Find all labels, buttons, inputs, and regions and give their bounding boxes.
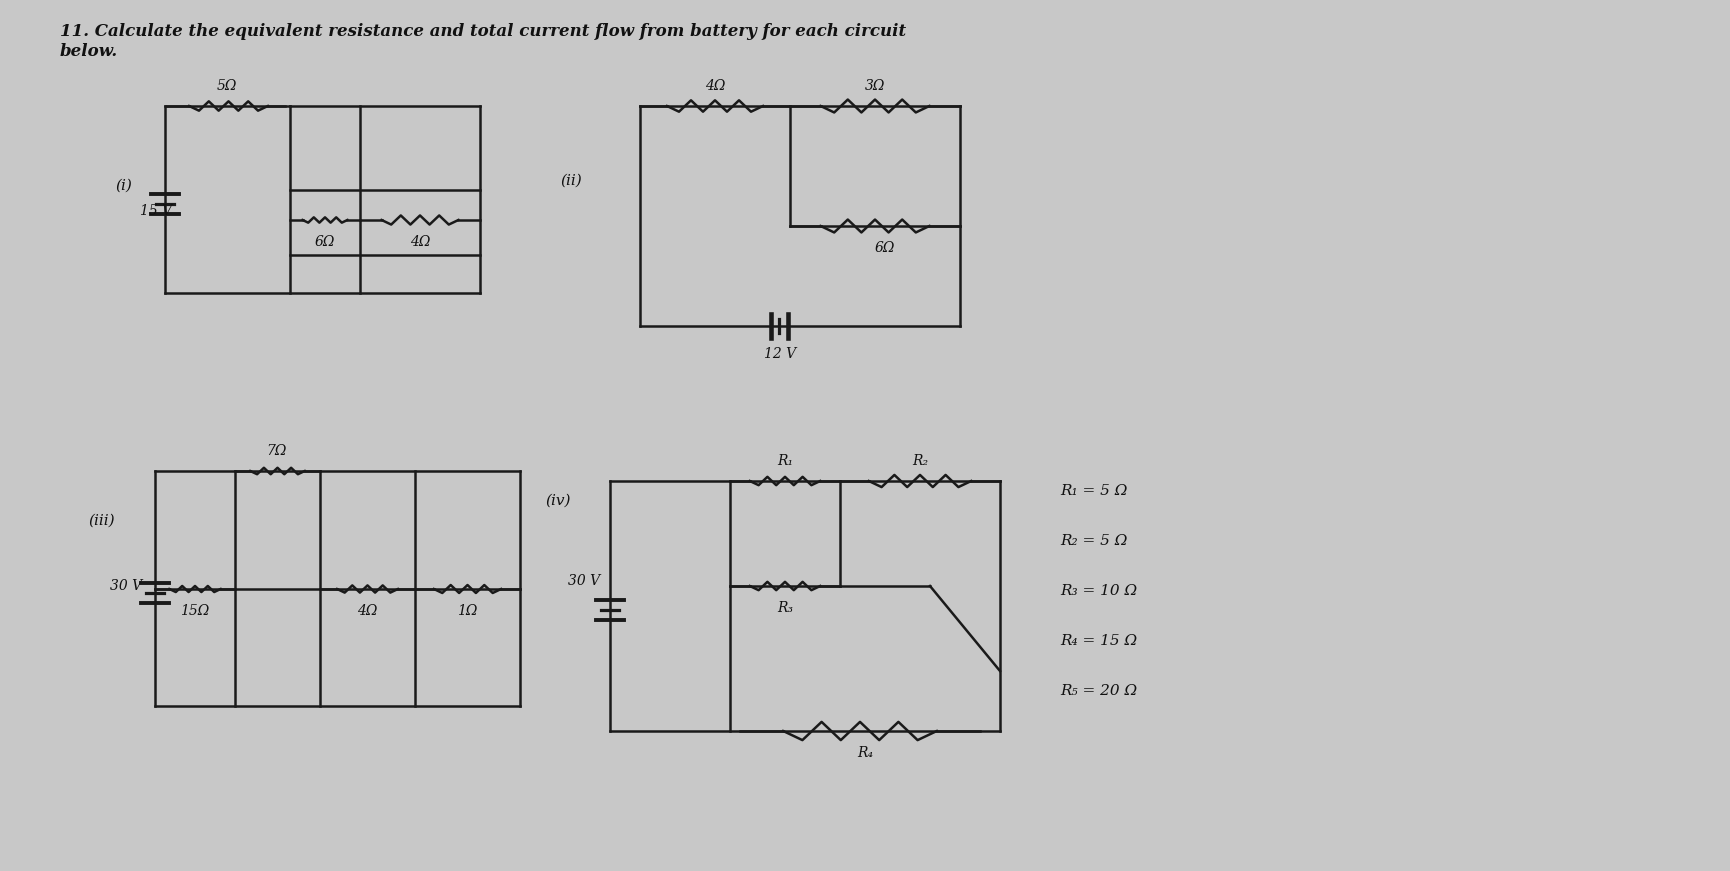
Text: (ii): (ii) xyxy=(561,174,581,188)
Text: 12 V: 12 V xyxy=(765,347,796,361)
Text: (iv): (iv) xyxy=(545,494,571,508)
Text: 30 V: 30 V xyxy=(111,579,142,593)
Text: 11. Calculate the equivalent resistance and total current flow from battery for : 11. Calculate the equivalent resistance … xyxy=(61,23,907,40)
Text: R₂ = 5 Ω: R₂ = 5 Ω xyxy=(1060,534,1128,548)
Text: (iii): (iii) xyxy=(88,514,114,528)
Text: 1Ω: 1Ω xyxy=(457,604,477,618)
Text: R₃ = 10 Ω: R₃ = 10 Ω xyxy=(1060,584,1137,598)
Text: 15 V: 15 V xyxy=(140,204,171,218)
Text: R₄ = 15 Ω: R₄ = 15 Ω xyxy=(1060,634,1137,648)
Text: (i): (i) xyxy=(114,179,131,193)
Text: 5Ω: 5Ω xyxy=(216,79,237,93)
Text: below.: below. xyxy=(61,43,118,60)
Text: R₁ = 5 Ω: R₁ = 5 Ω xyxy=(1060,484,1128,498)
Text: R₁: R₁ xyxy=(777,454,792,468)
Text: 15Ω: 15Ω xyxy=(180,604,209,618)
Text: R₃: R₃ xyxy=(777,601,792,615)
Text: R₅ = 20 Ω: R₅ = 20 Ω xyxy=(1060,684,1137,698)
Text: 6Ω: 6Ω xyxy=(315,235,336,249)
Text: 30 V: 30 V xyxy=(567,574,600,588)
Text: 6Ω: 6Ω xyxy=(875,241,894,255)
Text: 4Ω: 4Ω xyxy=(704,79,725,93)
Text: 4Ω: 4Ω xyxy=(410,235,431,249)
Text: 4Ω: 4Ω xyxy=(356,604,377,618)
Text: R₄: R₄ xyxy=(856,746,874,760)
Text: 3Ω: 3Ω xyxy=(865,79,886,93)
Text: 7Ω: 7Ω xyxy=(266,444,287,458)
Text: R₂: R₂ xyxy=(912,454,927,468)
